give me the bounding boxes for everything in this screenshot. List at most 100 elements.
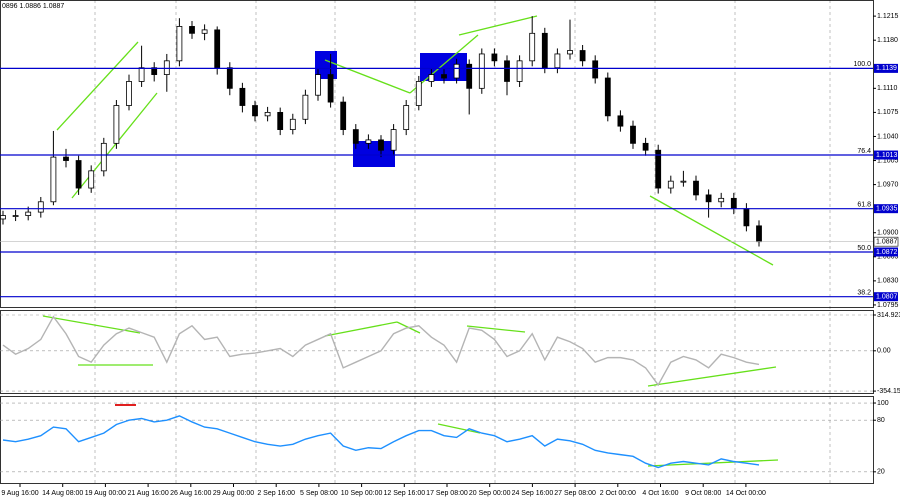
candle-body <box>529 32 536 62</box>
level-ratio: 76.4 <box>857 148 871 155</box>
level-price: 1.1139 <box>876 65 897 72</box>
y-tick-label: 1.1005 <box>877 157 899 164</box>
x-tick-label: 14 Aug 08:00 <box>42 490 83 497</box>
level-price-box <box>874 150 898 160</box>
candle-body <box>718 197 725 203</box>
candle-body <box>126 81 132 106</box>
x-tick-label: 26 Aug 16:00 <box>170 490 211 497</box>
candle-body <box>743 208 750 227</box>
x-tick-label: 21 Aug 16:00 <box>127 490 168 497</box>
candle-body <box>466 63 473 89</box>
level-price: 1.0872 <box>876 249 898 256</box>
y-tick-label: 1.0900 <box>877 230 899 237</box>
x-tick-label: 29 Aug 00:00 <box>213 490 254 497</box>
y-tick-label: 1.1040 <box>877 133 899 140</box>
candle-body <box>327 74 334 103</box>
candle-body <box>63 156 69 161</box>
candle-body <box>0 215 6 220</box>
candle-body <box>100 142 107 172</box>
candle-body <box>138 67 145 82</box>
candle-body <box>617 115 624 127</box>
candle-body <box>50 156 57 203</box>
candle-body <box>680 180 687 183</box>
y-tick-label: 1.1110 <box>877 85 897 92</box>
vertical-grid <box>94 0 831 484</box>
candle-body <box>113 105 120 144</box>
candle-body <box>730 197 737 210</box>
candle-body <box>642 142 649 151</box>
x-tick-label: 2 Oct 00:00 <box>600 490 636 497</box>
price-header: 0896 1.0886 1.0887 <box>2 3 64 10</box>
candle-body <box>226 67 233 89</box>
candle-body <box>75 160 82 189</box>
y-tick-label: 1.1180 <box>877 37 898 44</box>
candle-body <box>239 87 246 106</box>
x-tick-label: 24 Sep 16:00 <box>512 490 554 497</box>
candle-body <box>567 50 573 55</box>
y-tick-label: 314.9232 <box>877 312 900 319</box>
level-ratio: 100.0 <box>853 61 871 68</box>
candle-body <box>756 225 762 243</box>
rsi-panel <box>0 396 874 484</box>
price-panel <box>0 0 874 308</box>
level-ratio: 61.8 <box>857 202 871 209</box>
y-tick-label: 20 <box>877 469 885 476</box>
x-tick-label: 4 Oct 16:00 <box>642 490 678 497</box>
x-tick-label: 9 Oct 08:00 <box>685 490 721 497</box>
level-price-box <box>874 292 898 302</box>
candle-body <box>453 63 460 79</box>
indicator-line <box>2 315 760 387</box>
candle-body <box>428 74 435 82</box>
y-tick-label: -354.159 <box>877 388 900 395</box>
level-price-box <box>874 63 898 73</box>
y-tick-label: 1.0795 <box>877 302 899 309</box>
y-tick-label: 1.0830 <box>877 278 899 285</box>
x-tick-label: 5 Sep 08:00 <box>300 490 338 497</box>
y-tick-label: 1.0970 <box>877 181 899 188</box>
y-tick-label: 100 <box>877 400 889 407</box>
indicator-line <box>2 415 760 469</box>
cci-panel <box>0 310 874 394</box>
x-tick-label: 2 Sep 16:00 <box>257 490 295 497</box>
candle-body <box>693 180 699 196</box>
x-tick-label: 17 Sep 08:00 <box>426 490 468 497</box>
candle-body <box>592 60 599 79</box>
y-tick-label: 80 <box>877 417 885 424</box>
candle-body <box>25 211 32 216</box>
candle-body <box>441 74 447 79</box>
level-price: 1.0807 <box>876 294 898 301</box>
candle-body <box>88 170 95 189</box>
x-tick-label: 9 Aug 16:00 <box>1 490 38 497</box>
candle-body <box>541 32 548 69</box>
candle-body <box>554 53 561 69</box>
candle-body <box>504 60 510 82</box>
candle-body <box>189 26 195 34</box>
candle-body <box>302 94 309 120</box>
y-tick-label: 0.00 <box>877 348 891 355</box>
candle-body <box>365 139 372 144</box>
y-tick-label: 1.1075 <box>877 109 899 116</box>
candle-body <box>491 53 498 62</box>
level-price: 1.1013 <box>876 152 898 159</box>
y-tick-label: 1.1215 <box>877 13 899 20</box>
candle-body <box>277 111 284 130</box>
x-tick-label: 19 Aug 00:00 <box>85 490 126 497</box>
candle-body <box>12 215 19 217</box>
candle-body <box>516 60 523 82</box>
candle-body <box>214 29 221 69</box>
candle-body <box>315 74 321 96</box>
current-price-box <box>873 236 899 247</box>
candle-body <box>151 67 158 75</box>
x-tick-label: 27 Sep 08:00 <box>554 490 596 497</box>
candle-body <box>403 105 410 130</box>
x-tick-label: 20 Sep 00:00 <box>469 490 511 497</box>
candle-body <box>667 180 674 189</box>
level-ratio: 50.0 <box>857 245 871 252</box>
level-ratio: 38.2 <box>857 290 871 297</box>
x-tick-label: 12 Sep 16:00 <box>383 490 425 497</box>
x-tick-label: 10 Sep 00:00 <box>341 490 383 497</box>
candle-body <box>705 194 712 203</box>
candle-body <box>655 149 662 189</box>
candle-body <box>340 101 347 130</box>
candle-body <box>352 129 359 144</box>
